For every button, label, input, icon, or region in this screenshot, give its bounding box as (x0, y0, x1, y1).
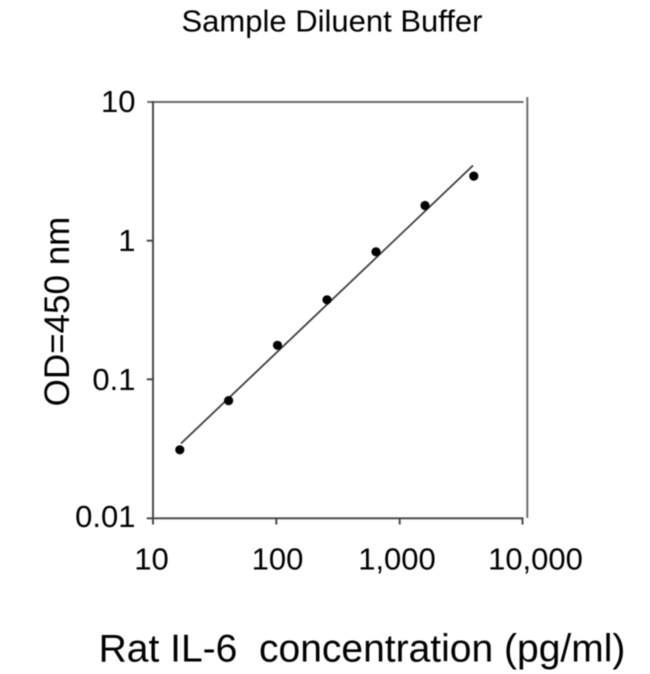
svg-text:Rat IL-6 concentration (pg/ml: Rat IL-6 concentration (pg/ml) (99, 628, 626, 671)
svg-text:10: 10 (101, 84, 135, 119)
svg-text:1,000: 1,000 (358, 542, 436, 577)
svg-text:Sample Diluent Buffer: Sample Diluent Buffer (182, 4, 483, 39)
svg-text:0.1: 0.1 (92, 362, 135, 397)
svg-text:10: 10 (134, 542, 168, 577)
svg-text:OD=450 nm: OD=450 nm (38, 217, 77, 407)
svg-text:10,000: 10,000 (488, 542, 583, 577)
svg-text:0.01: 0.01 (75, 499, 135, 534)
svg-text:100: 100 (252, 542, 304, 577)
svg-text:1: 1 (118, 223, 135, 258)
